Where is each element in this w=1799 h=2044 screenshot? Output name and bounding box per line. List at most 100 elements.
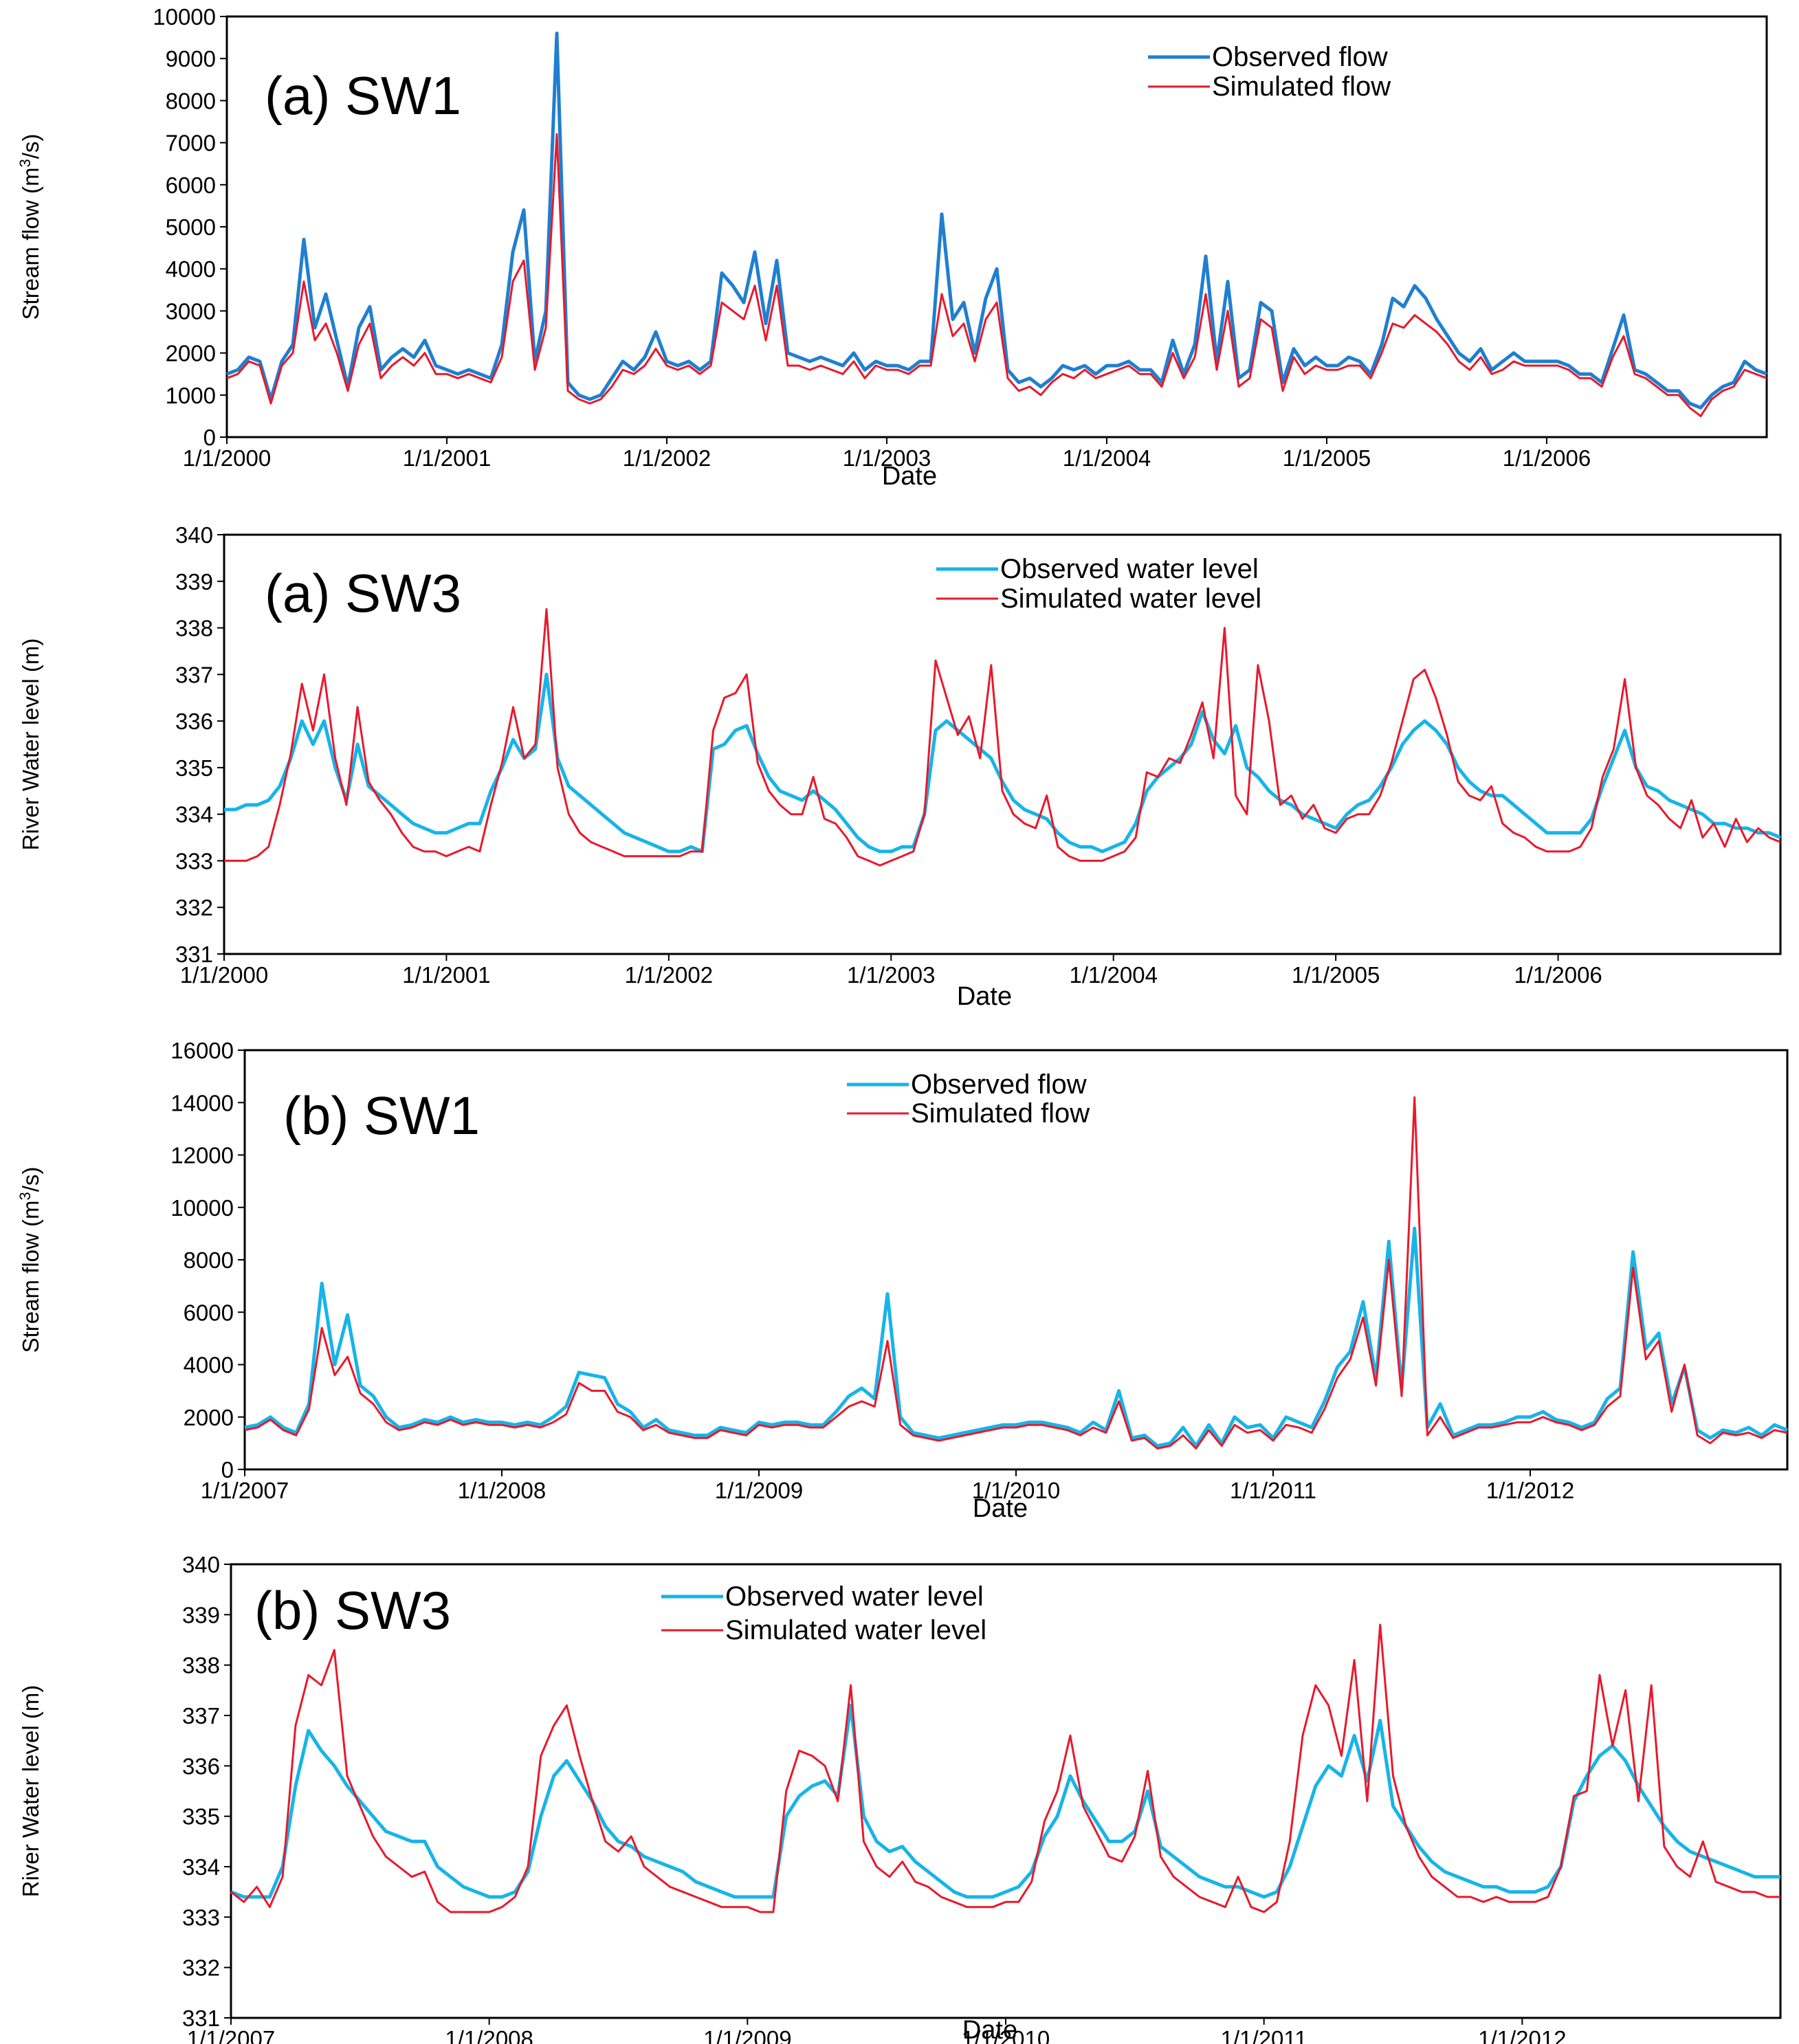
x-tick-label: 1/1/2008 — [445, 2026, 533, 2044]
x-tick-label: 1/1/2001 — [403, 445, 491, 471]
x-tick-label: 1/1/2009 — [715, 1478, 803, 1503]
x-axis-ticks: 1/1/2000 1/1/2001 1/1/2002 1/1/2003 1/1/2004… — [183, 437, 1591, 471]
y-tick-label: 332 — [182, 1955, 220, 1981]
y-tick-label: 339 — [175, 569, 213, 595]
x-axis-label: Date — [962, 2016, 1017, 2044]
y-axis-label: River Water level (m) — [18, 638, 43, 851]
y-axis-ticks: 0 2000 4000 6000 8000 10000 12000 14000 16000 — [170, 1038, 245, 1482]
x-tick-label: 1/1/2012 — [1486, 1478, 1574, 1503]
y-tick-label: 4000 — [184, 1353, 234, 1378]
y-axis-ticks: 331 332 333 334 335 336 337 338 339 340 — [182, 1552, 231, 2031]
y-tick-label: 337 — [175, 662, 213, 687]
y-axis-label-main: Stream flow (m — [18, 1201, 43, 1353]
y-tick-label: 331 — [175, 942, 213, 967]
y-tick-label: 337 — [182, 1703, 220, 1729]
y-tick-label: 333 — [175, 848, 213, 874]
legend: Observed flow Simulated flow — [847, 1069, 1090, 1129]
x-axis-ticks: 1/1/2000 1/1/2001 1/1/2002 1/1/2003 1/1/2004… — [180, 954, 1602, 988]
plot-frame — [230, 1563, 1782, 2019]
y-tick-label: 0 — [221, 1457, 234, 1482]
legend-label-simulated: Simulated flow — [1212, 71, 1391, 102]
x-tick-label: 1/1/2010 — [962, 2026, 1050, 2044]
y-tick-label: 6000 — [184, 1300, 234, 1325]
series-line-observed — [230, 1703, 1780, 1899]
y-tick-label: 3000 — [166, 298, 216, 324]
y-tick-label: 14000 — [170, 1090, 234, 1115]
y-axis-label: Stream flow (m3/s) — [16, 134, 43, 320]
y-tick-label: 336 — [182, 1753, 220, 1779]
y-tick-label: 338 — [182, 1653, 220, 1678]
series-line-simulated — [224, 608, 1781, 867]
y-tick-label: 336 — [175, 709, 213, 734]
x-tick-label: 1/1/2005 — [1292, 962, 1380, 988]
legend-label-observed: Observed water level — [725, 1581, 984, 1612]
y-axis-label-superscript: 3 — [16, 1192, 34, 1200]
y-tick-label: 340 — [182, 1552, 220, 1577]
x-tick-label: 1/1/2000 — [180, 962, 268, 988]
plot-area — [244, 1096, 1788, 1449]
y-tick-label: 335 — [182, 1804, 220, 1830]
x-tick-label: 1/1/2004 — [1069, 962, 1157, 988]
y-tick-label: 332 — [175, 895, 213, 920]
x-axis-ticks: 1/1/2007 1/1/2008 1/1/2009 1/1/2010 1/1/2011… — [187, 2018, 1567, 2044]
x-tick-label: 1/1/2007 — [201, 1478, 289, 1503]
plot-area — [226, 32, 1767, 417]
y-tick-label: 1000 — [166, 383, 216, 408]
series-line-observed — [224, 672, 1781, 854]
panel-title: (b) SW3 — [254, 1580, 451, 1641]
y-axis-label-tail: /s) — [18, 1167, 43, 1192]
series-line-observed — [244, 1226, 1788, 1448]
x-tick-label: 1/1/2011 — [1221, 2026, 1307, 2044]
y-axis-label-main: Stream flow (m — [18, 168, 43, 320]
y-tick-label: 2000 — [184, 1405, 234, 1430]
x-tick-label: 1/1/2009 — [703, 2026, 791, 2044]
y-tick-label: 12000 — [170, 1143, 234, 1168]
x-tick-label: 1/1/2012 — [1478, 2026, 1566, 2044]
y-tick-label: 8000 — [184, 1247, 234, 1273]
x-axis-label: Date — [973, 1494, 1028, 1523]
y-tick-label: 6000 — [166, 173, 216, 198]
x-axis-label: Date — [957, 982, 1012, 1011]
y-tick-label: 340 — [175, 522, 213, 548]
y-tick-label: 10000 — [170, 1195, 234, 1221]
x-tick-label: 1/1/2004 — [1063, 445, 1151, 471]
y-tick-label: 339 — [182, 1602, 220, 1628]
panel-title: (b) SW1 — [283, 1085, 480, 1146]
x-tick-label: 1/1/2007 — [187, 2026, 275, 2044]
y-axis-ticks: 331 332 333 334 335 336 337 338 339 340 — [175, 522, 224, 967]
y-tick-label: 335 — [175, 755, 213, 781]
x-tick-label: 1/1/2006 — [1514, 962, 1602, 988]
x-tick-label: 1/1/2000 — [183, 445, 271, 471]
panel-a-sw1: 0 1000 2000 3000 4000 5000 6000 7000 8000 9000 100… — [16, 4, 1768, 491]
plot-area — [230, 1623, 1780, 1913]
x-tick-label: 1/1/2010 — [972, 1478, 1060, 1503]
y-tick-label: 4000 — [166, 256, 216, 282]
legend: Observed water level Simulated water lev… — [936, 554, 1261, 614]
y-tick-label: 331 — [182, 2006, 220, 2031]
y-tick-label: 333 — [182, 1904, 220, 1930]
y-tick-label: 2000 — [166, 341, 216, 366]
x-axis-label: Date — [882, 462, 937, 491]
panel-title: (a) SW3 — [265, 563, 461, 623]
y-tick-label: 5000 — [166, 214, 216, 240]
y-tick-label: 9000 — [166, 46, 216, 71]
y-axis-ticks: 0 1000 2000 3000 4000 5000 6000 7000 8000 9000 100… — [153, 4, 227, 450]
series-line-observed — [226, 32, 1767, 410]
x-tick-label: 1/1/2002 — [623, 445, 711, 471]
plot-frame — [223, 533, 1782, 955]
legend-label-simulated: Simulated water level — [1000, 584, 1261, 614]
legend-label-simulated: Simulated flow — [911, 1098, 1090, 1129]
legend: Observed water level Simulated water lev… — [661, 1581, 986, 1645]
y-tick-label: 0 — [203, 425, 216, 450]
y-tick-label: 8000 — [166, 88, 216, 113]
x-tick-label: 1/1/2011 — [1230, 1478, 1316, 1503]
x-tick-label: 1/1/2001 — [402, 962, 490, 988]
x-axis-ticks: 1/1/2007 1/1/2008 1/1/2009 1/1/2010 1/1/2011… — [201, 1469, 1574, 1503]
y-tick-label: 338 — [175, 616, 213, 641]
x-tick-label: 1/1/2008 — [458, 1478, 546, 1503]
x-tick-label: 1/1/2005 — [1283, 445, 1371, 471]
y-axis-label-tail: /s) — [18, 134, 43, 159]
